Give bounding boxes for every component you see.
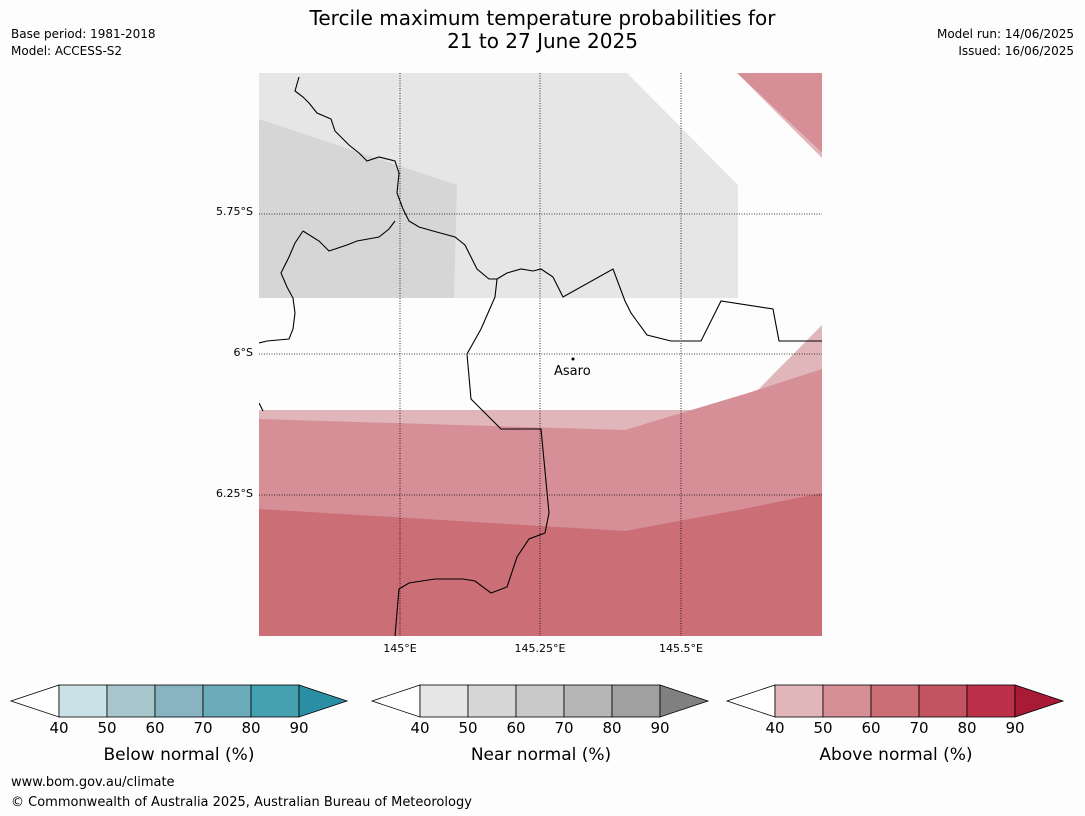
legend-below-swatch bbox=[250, 684, 300, 718]
map-title: Tercile maximum temperature probabilitie… bbox=[0, 7, 1085, 53]
legend-near-tick: 50 bbox=[458, 719, 478, 737]
legend-above-tick: 60 bbox=[861, 719, 881, 737]
footer-url: www.bom.gov.au/climate bbox=[11, 775, 175, 790]
legend-below-tick: 80 bbox=[241, 719, 261, 737]
legend-above-tick: 40 bbox=[765, 719, 785, 737]
legend-bars bbox=[9, 684, 1065, 718]
legend-near-tick: 70 bbox=[554, 719, 574, 737]
legend-above-tick: 80 bbox=[957, 719, 977, 737]
legend-above-high-arrow bbox=[1014, 684, 1065, 718]
lon-label-14525: 145.25°E bbox=[514, 642, 566, 655]
legend-near-tick: 60 bbox=[506, 719, 526, 737]
base-period: Base period: 1981-2018 bbox=[11, 27, 156, 41]
legend-below-tick: 50 bbox=[97, 719, 117, 737]
meta-left: Base period: 1981-2018 Model: ACCESS-S2 bbox=[11, 26, 156, 60]
lon-label-1455: 145.5°E bbox=[659, 642, 703, 655]
legend-above-tick: 90 bbox=[1005, 719, 1025, 737]
legend-near-swatch bbox=[467, 684, 517, 718]
legend-above-swatch bbox=[870, 684, 920, 718]
title-line-2: 21 to 27 June 2025 bbox=[447, 29, 638, 53]
legend-below-tick: 40 bbox=[49, 719, 69, 737]
legend-above-swatch bbox=[774, 684, 824, 718]
legend-below-high-arrow bbox=[298, 684, 349, 718]
above-normal-zone-corner-light bbox=[737, 73, 822, 158]
legend-below-tick: 70 bbox=[193, 719, 213, 737]
legend-near-swatch bbox=[419, 684, 469, 718]
footer-copyright: © Commonwealth of Australia 2025, Austra… bbox=[11, 795, 472, 810]
province-borders bbox=[259, 76, 822, 636]
legend-title-near: Near normal (%) bbox=[470, 745, 612, 765]
meta-right: Model run: 14/06/2025 Issued: 16/06/2025 bbox=[937, 26, 1074, 60]
legend-below-swatch bbox=[154, 684, 204, 718]
legend-near-tick: 90 bbox=[650, 719, 670, 737]
lat-label-625: 6.25°S bbox=[216, 487, 253, 500]
near-normal-zone-mid bbox=[259, 119, 457, 298]
lat-label-575: 5.75°S bbox=[216, 205, 253, 218]
legend-title-above: Above normal (%) bbox=[819, 745, 973, 765]
model-name: Model: ACCESS-S2 bbox=[11, 44, 123, 58]
legend-above-low-arrow bbox=[725, 684, 776, 718]
legend-below-swatch bbox=[106, 684, 156, 718]
asaro-marker bbox=[571, 357, 575, 361]
legend-near-tick: 80 bbox=[602, 719, 622, 737]
legend-near-swatch bbox=[515, 684, 565, 718]
legend-below-tick: 90 bbox=[289, 719, 309, 737]
legend-below-swatch bbox=[58, 684, 108, 718]
issued-date: Issued: 16/06/2025 bbox=[958, 44, 1074, 58]
place-label-asaro: Asaro bbox=[554, 364, 591, 379]
legend-above-tick: 50 bbox=[813, 719, 833, 737]
legend-near-swatch bbox=[563, 684, 613, 718]
lat-label-6: 6°S bbox=[233, 346, 253, 359]
legend-near-high-arrow bbox=[659, 684, 710, 718]
legend-near-tick: 40 bbox=[410, 719, 430, 737]
legend-above-swatch bbox=[966, 684, 1016, 718]
legend-below-swatch bbox=[202, 684, 252, 718]
lon-label-145: 145°E bbox=[383, 642, 417, 655]
legend-below-low-arrow bbox=[9, 684, 60, 718]
legend-title-below: Below normal (%) bbox=[103, 745, 255, 765]
legend-above-swatch bbox=[918, 684, 968, 718]
above-normal-zone-corner bbox=[737, 73, 822, 158]
legend-near-low-arrow bbox=[370, 684, 421, 718]
map-area bbox=[259, 73, 822, 636]
legend-above-tick: 70 bbox=[909, 719, 929, 737]
model-run: Model run: 14/06/2025 bbox=[936, 27, 1074, 41]
legend-near-swatch bbox=[611, 684, 661, 718]
title-line-1: Tercile maximum temperature probabilitie… bbox=[309, 6, 776, 30]
legend-above-swatch bbox=[822, 684, 872, 718]
legend-below-tick: 60 bbox=[145, 719, 165, 737]
